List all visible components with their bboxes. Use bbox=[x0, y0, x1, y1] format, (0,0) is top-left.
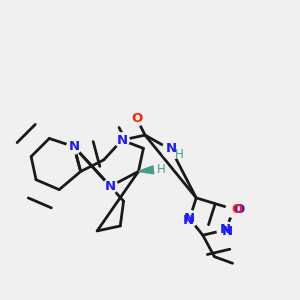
Text: N: N bbox=[105, 180, 116, 193]
Text: N: N bbox=[220, 224, 231, 236]
Text: H: H bbox=[157, 163, 165, 176]
Circle shape bbox=[130, 111, 144, 126]
Circle shape bbox=[103, 179, 118, 194]
Circle shape bbox=[217, 222, 234, 238]
Text: N: N bbox=[184, 212, 195, 225]
Text: H: H bbox=[175, 148, 184, 161]
Circle shape bbox=[67, 140, 81, 154]
Circle shape bbox=[115, 133, 129, 147]
Circle shape bbox=[226, 201, 242, 218]
Text: N: N bbox=[182, 214, 194, 227]
Polygon shape bbox=[138, 166, 154, 174]
Text: N: N bbox=[68, 140, 80, 153]
Text: O: O bbox=[233, 203, 244, 216]
Circle shape bbox=[162, 141, 181, 159]
Text: O: O bbox=[131, 112, 142, 125]
Text: N: N bbox=[166, 142, 177, 155]
Text: N: N bbox=[221, 225, 233, 238]
Text: O: O bbox=[231, 203, 242, 216]
Circle shape bbox=[182, 210, 198, 227]
Text: N: N bbox=[116, 134, 128, 147]
